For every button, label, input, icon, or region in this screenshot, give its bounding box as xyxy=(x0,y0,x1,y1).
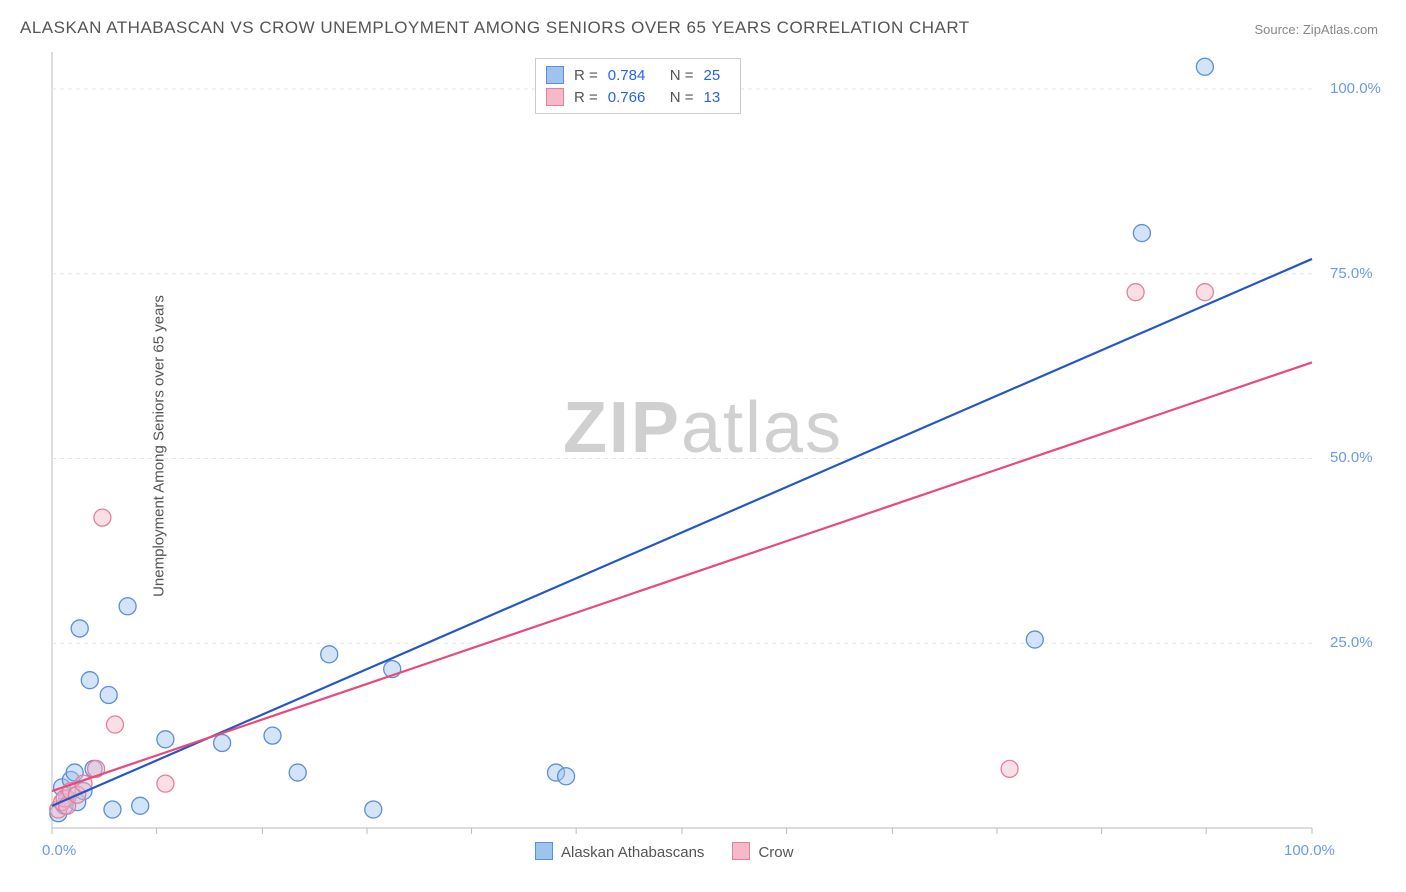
legend-swatch xyxy=(732,842,750,860)
legend-n-value: 25 xyxy=(704,67,728,84)
y-tick-label: 50.0% xyxy=(1330,449,1373,466)
y-tick-label: 100.0% xyxy=(1330,80,1381,97)
legend-r-value: 0.766 xyxy=(608,89,660,106)
y-tick-label: 75.0% xyxy=(1330,265,1373,282)
series-legend-item: Alaskan Athabascans xyxy=(535,842,704,861)
legend-swatch xyxy=(546,66,564,84)
legend-swatch xyxy=(535,842,553,860)
legend-n-value: 13 xyxy=(704,89,728,106)
legend-r-value: 0.784 xyxy=(608,67,660,84)
x-tick-label: 0.0% xyxy=(42,842,76,859)
correlation-legend: R = 0.784 N = 25 R = 0.766 N = 13 xyxy=(535,58,741,114)
series-name: Alaskan Athabascans xyxy=(561,844,704,861)
legend-r-label: R = xyxy=(574,89,598,106)
legend-row: R = 0.766 N = 13 xyxy=(546,86,728,108)
y-tick-label: 25.0% xyxy=(1330,634,1373,651)
legend-swatch xyxy=(546,88,564,106)
series-name: Crow xyxy=(758,844,793,861)
legend-row: R = 0.784 N = 25 xyxy=(546,64,728,86)
legend-n-label: N = xyxy=(670,89,694,106)
legend-n-label: N = xyxy=(670,67,694,84)
series-legend-item: Crow xyxy=(732,842,793,861)
series-legend: Alaskan Athabascans Crow xyxy=(535,842,793,861)
scatter-chart xyxy=(0,0,1406,892)
x-tick-label: 100.0% xyxy=(1284,842,1335,859)
legend-r-label: R = xyxy=(574,67,598,84)
